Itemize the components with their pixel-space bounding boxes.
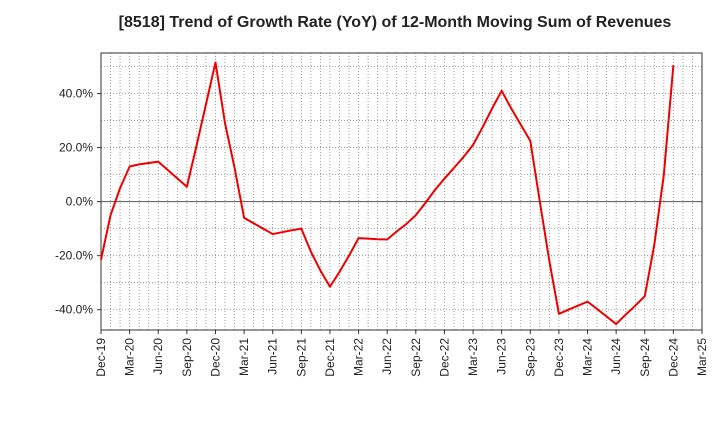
x-tick-label: Sep-20 bbox=[180, 338, 194, 377]
x-tick-label: Dec-23 bbox=[552, 338, 566, 377]
x-tick-label: Mar-23 bbox=[466, 338, 480, 376]
grid-layer bbox=[100, 53, 703, 330]
y-tick-label: 40.0% bbox=[59, 87, 93, 101]
x-tick-label: Mar-21 bbox=[237, 338, 251, 376]
y-tick-label: 20.0% bbox=[59, 141, 93, 155]
x-tick-label: Mar-25 bbox=[695, 338, 709, 376]
x-tick-label: Sep-24 bbox=[638, 338, 652, 377]
axis-layer bbox=[97, 52, 703, 334]
x-tick-label: Dec-21 bbox=[323, 338, 337, 377]
x-tick-label: Sep-21 bbox=[294, 338, 308, 377]
x-tick-label: Jun-20 bbox=[151, 338, 165, 375]
x-tick-label: Jun-22 bbox=[380, 338, 394, 375]
tick-labels: 40.0% 20.0% 0.0% -20.0% -40.0% Dec-19 Mar-20 Ju… bbox=[55, 87, 709, 377]
series-layer bbox=[100, 61, 675, 326]
y-tick-label: -40.0% bbox=[55, 303, 93, 317]
y-tick-label: -20.0% bbox=[55, 249, 93, 263]
x-tick-label: Jun-23 bbox=[495, 338, 509, 375]
y-tick-label: 0.0% bbox=[66, 195, 94, 209]
chart-title: [8518] Trend of Growth Rate (YoY) of 12-… bbox=[118, 14, 672, 31]
x-tick-label: Mar-24 bbox=[581, 338, 595, 376]
x-tick-label: Dec-19 bbox=[94, 338, 108, 377]
x-tick-label: Jun-21 bbox=[266, 338, 280, 375]
x-tick-label: Sep-23 bbox=[523, 338, 537, 377]
series-line bbox=[100, 61, 675, 326]
x-tick-label: Dec-20 bbox=[208, 338, 222, 377]
x-tick-label: Mar-22 bbox=[352, 338, 366, 376]
x-tick-label: Sep-22 bbox=[409, 338, 423, 377]
x-tick-label: Dec-22 bbox=[437, 338, 451, 377]
x-tick-label: Mar-20 bbox=[123, 338, 137, 376]
x-tick-label: Jun-24 bbox=[609, 338, 623, 375]
x-tick-label: Dec-24 bbox=[666, 338, 680, 377]
plot-frame bbox=[100, 52, 703, 331]
